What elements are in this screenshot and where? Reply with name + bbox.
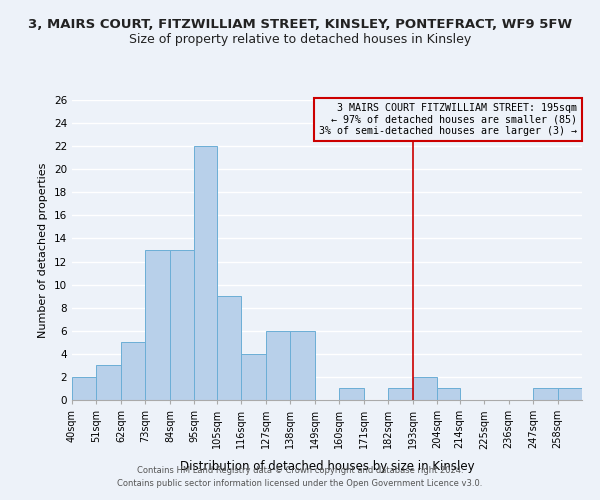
Bar [72,377,97,400]
Y-axis label: Number of detached properties: Number of detached properties [38,162,49,338]
Bar [241,354,266,400]
Bar [557,388,582,400]
Bar [145,250,170,400]
Bar [194,146,217,400]
Bar [339,388,364,400]
Text: Contains HM Land Registry data © Crown copyright and database right 2024.
Contai: Contains HM Land Registry data © Crown c… [118,466,482,487]
Text: 3, MAIRS COURT, FITZWILLIAM STREET, KINSLEY, PONTEFRACT, WF9 5FW: 3, MAIRS COURT, FITZWILLIAM STREET, KINS… [28,18,572,30]
Bar [413,377,437,400]
Text: Size of property relative to detached houses in Kinsley: Size of property relative to detached ho… [129,32,471,46]
Bar [266,331,290,400]
Bar [533,388,557,400]
X-axis label: Distribution of detached houses by size in Kinsley: Distribution of detached houses by size … [179,460,475,472]
Bar [97,366,121,400]
Text: 3 MAIRS COURT FITZWILLIAM STREET: 195sqm
← 97% of detached houses are smaller (8: 3 MAIRS COURT FITZWILLIAM STREET: 195sqm… [319,103,577,136]
Bar [170,250,194,400]
Bar [437,388,460,400]
Bar [388,388,413,400]
Bar [217,296,241,400]
Bar [121,342,145,400]
Bar [290,331,315,400]
